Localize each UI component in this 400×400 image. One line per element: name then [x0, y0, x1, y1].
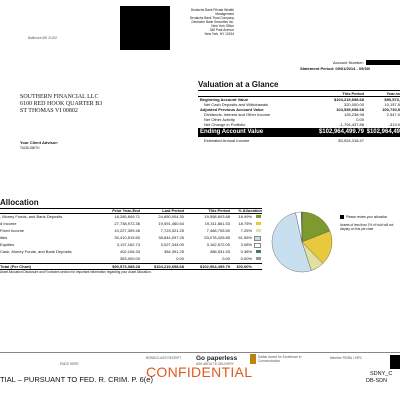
- header-line: New York Office: [211, 24, 234, 28]
- ending-label: Ending Account Value: [200, 129, 264, 135]
- ending-ytd: $102,964,49: [366, 129, 400, 135]
- bates-code-1: SDNY_C: [370, 371, 393, 377]
- valuation-row: Net Other Activity 0.00: [204, 117, 364, 122]
- allocation-row: Equities 3,137,162.74 3,027,344.00 3,162…: [0, 242, 262, 248]
- pie-slice: [301, 211, 303, 243]
- valuation-row: Net Change in Portfolio -1,704,437.88 -3…: [204, 122, 400, 127]
- advisor-label: Your Client Advisor:: [20, 140, 59, 145]
- allocation-total-row: Total (Per Chart) $90,573,085.28 $104,21…: [0, 264, 252, 269]
- allocation-row: d Income 27,738,972.36 19,591,460.64 19,…: [0, 221, 262, 226]
- header-line: Deutsche Bank Trust Company: [189, 16, 234, 20]
- footer-mid-text: BOND/CLASS RECEIPT: [146, 356, 182, 360]
- valuation-panel: Valuation at a Glance This Period Year-t…: [198, 80, 400, 180]
- header-last-period: Last Period: [162, 208, 184, 213]
- confidential-stamp: CONFIDENTIAL: [146, 364, 253, 380]
- account-number-redacted: [366, 60, 400, 65]
- header-line: Deutsche Bank Securities Inc.: [191, 20, 234, 24]
- header-pct-allocation: % Allocation: [238, 208, 262, 213]
- review-note: Please review your allocation: [340, 215, 400, 219]
- ending-account-value-bar: Ending Account Value $102,964,499.79 $10…: [198, 128, 400, 137]
- header-line: 345 Park Avenue: [209, 28, 234, 32]
- legend-swatch: [256, 222, 261, 225]
- recipient-line: SOUTHERN FINANCIAL LLC: [20, 94, 99, 100]
- go-paperless-logo: Go paperless ASK ABOUT E-DELIVERY: [196, 355, 238, 366]
- assets-note: Assets of less than 1% of hold will not …: [340, 223, 394, 231]
- legend-swatch: [256, 229, 261, 232]
- allocation-table: Prior Year-End Last Period This Period %…: [0, 208, 262, 288]
- allocation-row: ities 30,410,519.60 38,844,097.25 53,078…: [0, 235, 262, 241]
- statement-period: Statement Period: 09/01/2014 - 09/30/: [300, 66, 371, 71]
- valuation-title: Valuation at a Glance: [198, 80, 279, 89]
- allocation-row: Cash, Money Funds, and Bank Deposits 402…: [0, 249, 262, 254]
- allocation-footnote: Asset Allocation Disclosure and Footnote…: [0, 270, 152, 274]
- footer-right-text: Member FINRA / SIPC: [330, 356, 363, 360]
- col-this-period: This Period: [342, 91, 364, 96]
- ending-this-period: $102,964,499.79: [318, 129, 364, 135]
- estimated-income-row: Estimated Annual Income $3,924,318.47: [204, 138, 364, 143]
- allocation-title: Allocation: [0, 198, 39, 207]
- recipient-line: ST THOMAS VI 00802: [20, 108, 78, 114]
- top-center-block: Deutsche Bank Private Wealth Management …: [174, 8, 234, 36]
- pie-side-notes: Please review your allocation Assets of …: [340, 215, 400, 231]
- legend-swatch: [254, 236, 261, 241]
- valuation-row: Beginning Account Value $104,219,698.68 …: [200, 97, 400, 102]
- award-badge: [250, 354, 256, 364]
- top-left-address: Baltimore MD 21202: [28, 36, 58, 40]
- bates-code-2: DB-SDN: [366, 378, 388, 384]
- allocation-row: , Money Funds, and Bank Deposits 18,285,…: [0, 214, 262, 219]
- header-prior-year: Prior Year-End: [112, 208, 140, 213]
- recipient-address: SOUTHERN FINANCIAL LLC 6100 RED HOOK QUA…: [20, 94, 102, 115]
- legend-swatch: [254, 243, 261, 248]
- confidential-line: TIAL – PURSUANT TO FED. R. CRIM. P. 6(e): [0, 375, 153, 384]
- footer-black-block: [390, 355, 400, 369]
- legend-swatch: [256, 250, 261, 253]
- legend-swatch: [256, 257, 261, 260]
- allocation-row: Fixed Income 10,227,309.46 7,723,321.25 …: [0, 228, 262, 233]
- header-line: Deutsche Bank Private Wealth Management: [190, 8, 234, 16]
- header-line: New York, NY 10154: [204, 32, 234, 36]
- valuation-row: Dividends, Interest and Other Income 128…: [204, 112, 400, 117]
- legend-swatch: [256, 215, 261, 218]
- pie-slice: [271, 212, 312, 273]
- valuation-row: Adjusted Previous Account Value 104,539,…: [200, 107, 400, 112]
- header-black-block: [120, 6, 170, 50]
- header-this-period: This Period: [208, 208, 230, 213]
- valuation-row: Net Cash Deposits and Withdrawals 320,00…: [204, 102, 400, 107]
- col-year-to-date: Year-to: [386, 91, 400, 96]
- allocation-pie-chart: [271, 211, 333, 273]
- account-number-label: Account Number:: [333, 60, 364, 65]
- advisor-name: TAZIA SMITH: [20, 146, 40, 150]
- allocation-row: 363,000.00 0.00 0.00 0.00%: [0, 256, 262, 261]
- recipient-line: 6100 RED HOOK QUARTER B3: [20, 101, 103, 107]
- footer-left-text: ENDS HERE: [60, 362, 79, 366]
- award-text: Dalbar Award for Excellence in Communica…: [258, 355, 302, 363]
